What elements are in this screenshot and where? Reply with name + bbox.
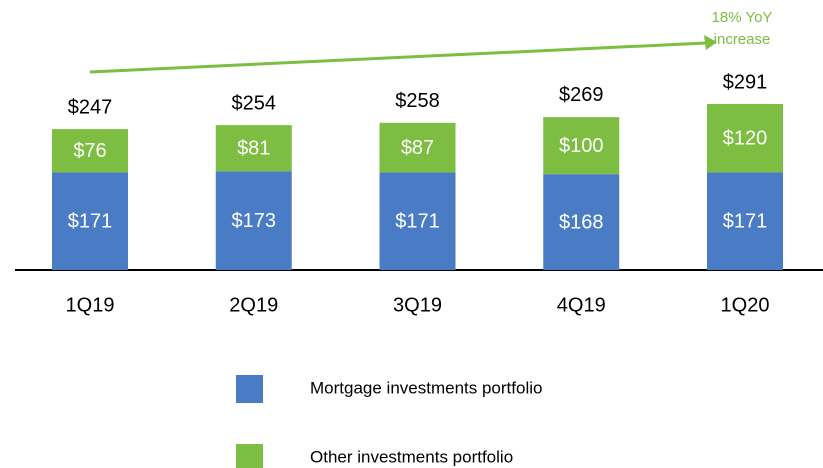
bar-segment	[215, 125, 292, 172]
total-label: $247	[68, 96, 113, 118]
legend-label: Other investments portfolio	[310, 447, 513, 466]
value-label: $100	[559, 135, 604, 157]
bar-segment	[379, 122, 456, 173]
value-label: $171	[395, 211, 440, 233]
trend-arrow	[89, 41, 707, 74]
value-label: $81	[237, 137, 270, 159]
x-tick-label: 1Q20	[721, 294, 770, 316]
annotation: 18% YoY	[712, 9, 773, 26]
value-label: $173	[232, 210, 277, 232]
annotation: increase	[714, 31, 771, 48]
total-label: $254	[232, 92, 277, 114]
bar-segment	[707, 172, 783, 270]
bar-segment	[52, 129, 128, 173]
bar-segment	[543, 174, 620, 270]
trend-arrowhead	[704, 35, 717, 50]
total-label: $291	[723, 71, 768, 93]
legend-label: Mortgage investments portfolio	[310, 378, 542, 397]
bar-segment	[543, 117, 620, 175]
value-label: $87	[401, 137, 434, 159]
value-label: $171	[723, 211, 768, 233]
value-label: $168	[559, 211, 604, 233]
value-label: $76	[73, 140, 106, 162]
value-label: $171	[68, 211, 113, 233]
legend-swatch	[236, 375, 263, 403]
legend-swatch	[236, 444, 263, 468]
bar-segment	[52, 172, 128, 270]
total-label: $269	[559, 84, 604, 106]
x-tick-label: 4Q19	[557, 294, 606, 316]
bar-segment	[215, 171, 292, 270]
value-label: $120	[723, 128, 768, 150]
bar-segment	[379, 172, 456, 270]
total-label: $258	[395, 90, 440, 112]
x-tick-label: 2Q19	[229, 294, 278, 316]
x-tick-label: 3Q19	[393, 294, 442, 316]
bar-segment	[707, 104, 783, 173]
x-tick-label: 1Q19	[66, 294, 115, 316]
